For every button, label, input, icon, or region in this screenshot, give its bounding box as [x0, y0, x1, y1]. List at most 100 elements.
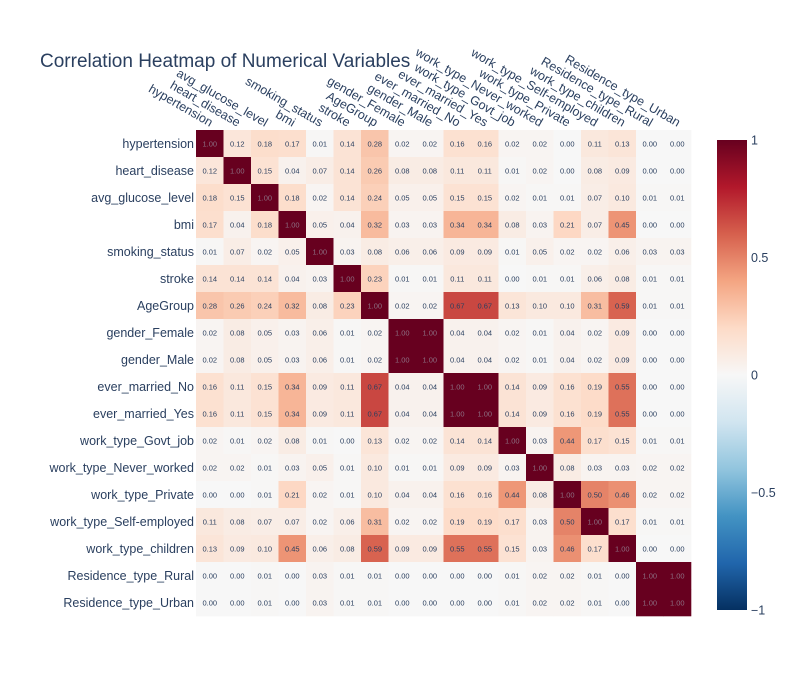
cell-value-label: 0.01	[422, 275, 437, 284]
row-label: Residence_type_Urban	[63, 596, 194, 610]
cell-value-label: 1.00	[587, 518, 602, 527]
cell-value-label: 0.00	[450, 572, 465, 581]
cell-value-label: 0.02	[670, 491, 685, 500]
cell-value-label: 0.00	[477, 572, 492, 581]
cell-value-label: 0.06	[340, 518, 355, 527]
cell-value-label: 0.01	[642, 275, 657, 284]
cell-value-label: 0.02	[505, 140, 520, 149]
colorbar-tick-label: 0.5	[751, 251, 768, 265]
cell-value-label: 0.01	[505, 572, 520, 581]
cell-value-label: 0.02	[587, 356, 602, 365]
cell-value-label: 1.00	[532, 464, 547, 473]
cell-value-label: 0.03	[422, 221, 437, 230]
cell-value-label: 0.03	[285, 464, 300, 473]
cell-value-label: 0.67	[450, 302, 465, 311]
cell-value-label: 0.00	[670, 167, 685, 176]
cell-value-label: 0.03	[642, 248, 657, 257]
cell-value-label: 0.00	[230, 572, 245, 581]
cell-value-label: 0.15	[257, 383, 272, 392]
row-labels: hypertensionheart_diseaseavg_glucose_lev…	[48, 137, 194, 610]
cell-value-label: 0.15	[450, 194, 465, 203]
cell-value-label: 0.15	[230, 194, 245, 203]
cell-value-label: 0.16	[560, 410, 575, 419]
cell-value-label: 0.14	[340, 194, 355, 203]
cell-value-label: 0.45	[615, 221, 630, 230]
cell-value-label: 0.10	[257, 545, 272, 554]
cell-value-label: 0.44	[505, 491, 520, 500]
cell-value-label: 0.09	[477, 464, 492, 473]
cell-value-label: 0.00	[560, 140, 575, 149]
cell-value-label: 0.18	[257, 221, 272, 230]
cell-value-label: 0.01	[230, 437, 245, 446]
row-label: gender_Female	[106, 326, 194, 340]
cell-value-label: 0.02	[642, 464, 657, 473]
cell-value-label: 0.02	[505, 329, 520, 338]
cell-value-label: 0.02	[422, 518, 437, 527]
cell-value-label: 0.01	[560, 275, 575, 284]
cell-value-label: 0.08	[532, 491, 547, 500]
cell-value-label: 0.02	[587, 329, 602, 338]
cell-value-label: 0.03	[312, 572, 327, 581]
colorbar-tick-label: 0	[751, 369, 758, 383]
cell-value-label: 0.09	[395, 545, 410, 554]
cell-value-label: 0.32	[285, 302, 300, 311]
cell-value-label: 0.11	[478, 275, 492, 284]
cell-value-label: 0.01	[340, 329, 355, 338]
cell-value-label: 0.07	[312, 167, 327, 176]
cell-value-label: 1.00	[395, 329, 410, 338]
cell-value-label: 0.00	[202, 572, 217, 581]
cell-value-label: 0.06	[312, 329, 327, 338]
cell-value-label: 0.06	[312, 356, 327, 365]
cell-value-label: 1.00	[642, 599, 657, 608]
cell-value-label: 0.00	[642, 329, 657, 338]
cell-value-label: 0.02	[230, 464, 245, 473]
cell-value-label: 0.08	[230, 518, 245, 527]
cell-value-label: 0.00	[642, 383, 657, 392]
row-label: avg_glucose_level	[91, 191, 194, 205]
cell-value-label: 0.03	[285, 356, 300, 365]
cell-value-label: 0.23	[367, 275, 382, 284]
cell-value-label: 0.00	[285, 572, 300, 581]
cell-value-label: 0.05	[257, 329, 272, 338]
cell-value-label: 0.01	[670, 275, 685, 284]
cell-value-label: 0.02	[642, 491, 657, 500]
cell-value-label: 0.15	[615, 437, 630, 446]
cell-value-label: 0.31	[367, 518, 382, 527]
cell-value-label: 0.19	[477, 518, 492, 527]
row-label: smoking_status	[107, 245, 194, 259]
cell-value-label: 0.19	[450, 518, 465, 527]
cell-value-label: 0.01	[340, 356, 355, 365]
cell-value-label: 0.02	[560, 599, 575, 608]
cell-value-label: 0.00	[505, 275, 520, 284]
row-label: ever_married_Yes	[93, 407, 194, 421]
cell-value-label: 0.02	[312, 491, 327, 500]
cell-value-label: 0.04	[422, 491, 437, 500]
cell-value-label: 0.02	[560, 248, 575, 257]
cell-value-label: 0.06	[615, 248, 630, 257]
row-label: work_type_Self-employed	[49, 515, 194, 529]
cell-value-label: 0.00	[422, 572, 437, 581]
row-label: bmi	[174, 218, 194, 232]
cell-value-label: 0.32	[367, 221, 382, 230]
cell-value-label: 0.59	[615, 302, 630, 311]
colorbar-tick-label: 1	[751, 134, 758, 148]
cell-value-label: 0.06	[422, 248, 437, 257]
cell-value-label: 0.08	[367, 248, 382, 257]
cell-value-label: 0.01	[340, 464, 355, 473]
cell-value-label: 0.01	[560, 194, 575, 203]
cell-value-label: 1.00	[477, 410, 492, 419]
cell-value-label: 0.08	[395, 167, 410, 176]
cell-value-label: 0.01	[422, 464, 437, 473]
cell-value-label: 0.04	[285, 167, 300, 176]
cell-value-label: 0.07	[587, 194, 602, 203]
cell-value-label: 0.14	[230, 275, 245, 284]
cell-value-label: 0.00	[560, 167, 575, 176]
cell-value-label: 0.04	[560, 356, 575, 365]
cell-value-label: 0.09	[422, 545, 437, 554]
row-label: work_type_children	[85, 542, 194, 556]
cell-value-label: 0.02	[257, 248, 272, 257]
cell-value-label: 0.09	[532, 383, 547, 392]
cell-value-label: 0.45	[285, 545, 300, 554]
cell-value-label: 0.00	[670, 383, 685, 392]
row-label: work_type_Govt_job	[79, 434, 194, 448]
